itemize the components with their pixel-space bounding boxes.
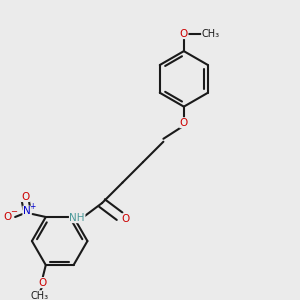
Text: CH₃: CH₃ [31, 291, 49, 300]
Text: O: O [180, 118, 188, 128]
Text: O: O [39, 278, 47, 288]
Text: O: O [21, 191, 29, 202]
Text: N: N [23, 206, 31, 216]
Text: O: O [4, 212, 12, 222]
Text: O: O [121, 214, 130, 224]
Text: −: − [10, 207, 17, 216]
Text: NH: NH [70, 213, 85, 223]
Text: +: + [29, 202, 35, 211]
Text: CH₃: CH₃ [202, 28, 220, 39]
Text: O: O [180, 28, 188, 39]
